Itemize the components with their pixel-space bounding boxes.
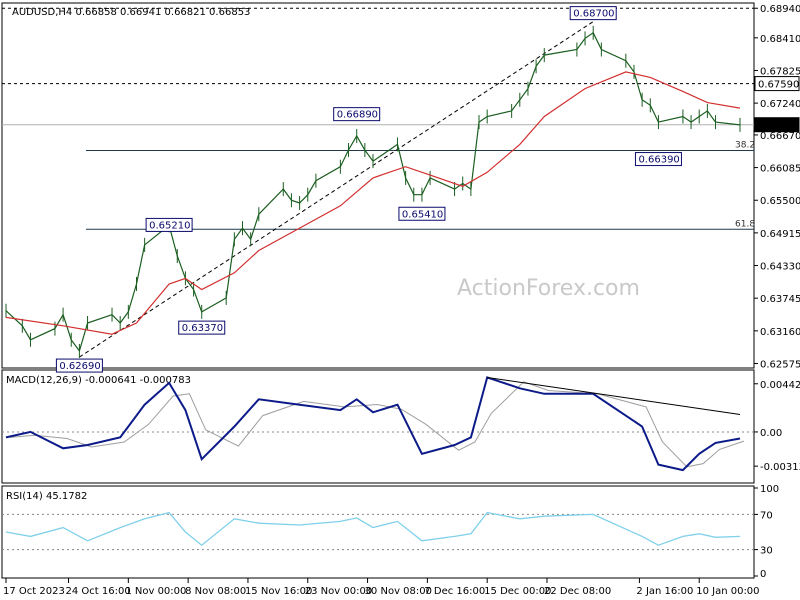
price-layer: 38.2 61.8 0.62690 0.65210 0.63370 0.66890 0.65… [2,6,755,373]
price-ytick-11: 0.62575 [760,359,800,370]
macd-panel-frame [1,369,755,484]
swing-label-4: 0.65410 [402,209,443,220]
swing-label-5: 0.68700 [573,9,614,20]
macd-ytick-2: -0.003138 [760,462,800,473]
xtick-11: 10 Jan 00:00 [696,586,759,597]
xtick-3: 8 Nov 08:00 [185,586,246,597]
swing-label-box-2 [178,320,226,335]
fib-label-1: 61.8 [735,219,755,229]
price-ytick-10: 0.63160 [760,327,800,338]
price-ytick-8: 0.64330 [760,262,800,273]
rsi-layer [2,511,754,551]
xtick-4: 15 Nov 16:00 [245,586,312,597]
xtick-5: 23 Nov 00:00 [305,586,372,597]
rsi-panel-frame [1,485,755,579]
macd-ytick-1: 0.00 [760,428,782,439]
fib-label-0: 38.2 [735,141,755,151]
swing-label-6: 0.66390 [638,155,679,166]
macd-line [5,376,741,472]
swing-label-box-0 [55,358,103,373]
price-ytick-9: 0.63745 [760,294,800,305]
xtick-6: 30 Nov 08:00 [365,586,432,597]
axis-layer: 0.68940 0.68410 0.67825 0.67240 0.66670 0.660… [3,4,800,597]
price-trendline [79,21,594,358]
macd-trendline [487,376,741,416]
xtick-9: 22 Dec 08:00 [544,586,611,597]
price-axis-box-label-0: 0.67590 [758,80,799,91]
rsi-ytick-3: 0 [760,569,766,580]
price-axis-box-label-1: 0.66853 [758,121,799,132]
price-axis-box-0 [754,76,800,92]
symbol-header: AUDUSD,H4 0.66858 0.66941 0.66821 0.6685… [12,7,250,18]
price-ytick-4: 0.66670 [760,131,800,142]
xtick-0: 17 Oct 2023 [3,586,65,597]
rsi-line [5,511,741,547]
price-axis-box-1 [754,117,800,133]
price-ytick-5: 0.66085 [760,164,800,175]
swing-label-box-5 [569,6,617,21]
swing-label-box-4 [398,206,446,221]
moving-average-line [5,71,741,335]
price-ytick-1: 0.68410 [760,34,800,45]
rsi-ytick-1: 70 [760,510,773,521]
xtick-1: 24 Oct 16:00 [66,586,131,597]
swing-label-box-6 [634,152,682,167]
macd-ytick-0: 0.00442 [760,380,800,391]
price-ytick-3: 0.67240 [760,99,800,110]
rsi-ytick-0: 100 [760,484,779,495]
price-ytick-6: 0.65500 [760,196,800,207]
watermark: ActionForex.com [457,276,640,301]
swing-label-1: 0.65210 [149,220,190,231]
xtick-2: 1 Nov 00:00 [125,586,186,597]
macd-signal-line [9,381,745,468]
macd-label: MACD(12,26,9) -0.000641 -0.000783 [6,375,191,386]
macd-layer [2,376,754,472]
price-ytick-7: 0.64915 [760,229,800,240]
rsi-label: RSI(14) 45.1782 [6,491,87,502]
price-ytick-0: 0.68940 [760,4,800,15]
price-panel-frame [1,2,755,369]
swing-label-box-1 [145,217,193,232]
rsi-ytick-2: 30 [760,546,773,557]
price-ytick-2: 0.67825 [760,66,800,77]
swing-label-3: 0.66890 [337,110,378,121]
xtick-10: 2 Jan 16:00 [636,586,693,597]
swing-label-box-3 [333,107,381,122]
swing-label-2: 0.63370 [182,323,223,334]
swing-label-0: 0.62690 [59,361,100,372]
xtick-7: 7 Dec 16:00 [424,586,485,597]
xtick-8: 15 Dec 00:00 [484,586,551,597]
